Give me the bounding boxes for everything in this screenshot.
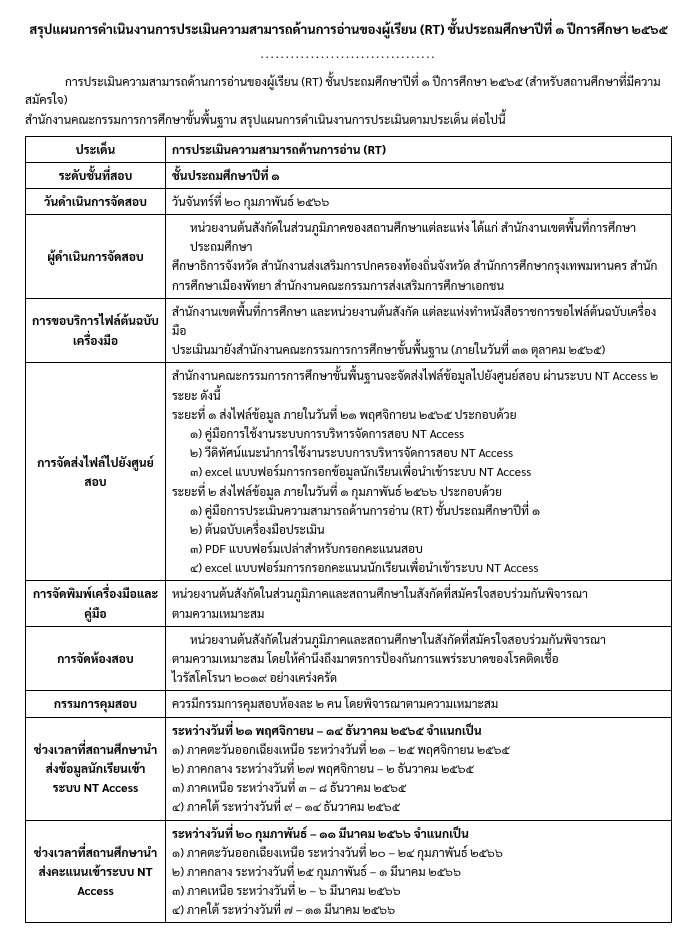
line: ๒) ภาคกลาง ระหว่างวันที่ ๒๕ กุมภาพันธ์ –… xyxy=(172,862,665,881)
line: ๑) ภาคตะวันออกเฉียงเหนือ ระหว่างวันที่ ๒… xyxy=(172,740,665,759)
line: การศึกษาเมืองพัทยา สำนักงานคณะกรรมการส่ง… xyxy=(172,276,665,295)
line: ตามความเหมาะสม โดยให้คำนึงถึงมาตรการป้อง… xyxy=(172,649,665,668)
row-content: ระหว่างวันที่ ๒๐ กุมภาพันธ์ – ๑๑ มีนาคม … xyxy=(166,820,672,923)
line: ๓) PDF แบบฟอร์มเปล่าสำหรับกรอกคะแนนสอบ xyxy=(172,539,665,558)
line: ระหว่างวันที่ ๒๐ กุมภาพันธ์ – ๑๑ มีนาคม … xyxy=(172,824,665,843)
intro-line2: สำนักงานคณะกรรมการการศึกษาขั้นพื้นฐาน สร… xyxy=(25,110,672,128)
row-label: ช่วงเวลาที่สถานศึกษานำส่งข้อมูลนักเรียนเ… xyxy=(26,717,166,820)
row-label: วันดำเนินการจัดสอบ xyxy=(26,188,166,214)
line: ไวรัสโคโรนา ๒๐๑๙ อย่างเคร่งครัด xyxy=(172,668,665,687)
table-row: ช่วงเวลาที่สถานศึกษานำส่งคะแนนเข้าระบบ N… xyxy=(26,820,672,923)
line: ๑) ภาคตะวันออกเฉียงเหนือ ระหว่างวันที่ ๒… xyxy=(172,843,665,862)
row-content: การประเมินความสามารถด้านการอ่าน (RT) xyxy=(166,136,672,162)
line: ระยะที่ ๑ ส่งไฟล์ข้อมูล ภายในวันที่ ๒๑ พ… xyxy=(172,405,665,424)
line: ๓) ภาคเหนือ ระหว่างวันที่ ๒ – ๖ มีนาคม ๒… xyxy=(172,881,665,900)
row-label: การจัดพิมพ์เครื่องมือและคู่มือ xyxy=(26,581,166,626)
line: สำนักงานเขตพื้นที่การศึกษา และหน่วยงานต้… xyxy=(172,302,665,340)
line: หน่วยงานต้นสังกัดในส่วนภูมิภาคและสถานศึก… xyxy=(172,584,665,603)
row-content: วันจันทร์ที่ ๒๐ กุมภาพันธ์ ๒๕๖๖ xyxy=(166,188,672,214)
table-row: วันดำเนินการจัดสอบ วันจันทร์ที่ ๒๐ กุมภา… xyxy=(26,188,672,214)
line: หน่วยงานต้นสังกัดในส่วนภูมิภาคของสถานศึก… xyxy=(172,218,665,256)
line: ๒) วีดิทัศน์แนะนำการใช้งานระบบการบริหารจ… xyxy=(172,443,665,462)
row-label: กรรมการคุมสอบ xyxy=(26,691,166,717)
line: ๒) ภาคกลาง ระหว่างวันที่ ๒๗ พฤศจิกายน – … xyxy=(172,759,665,778)
line: ระยะที่ ๒ ส่งไฟล์ข้อมูล ภายในวันที่ ๑ กุ… xyxy=(172,482,665,501)
row-content: สำนักงานเขตพื้นที่การศึกษา และหน่วยงานต้… xyxy=(166,298,672,363)
table-row: ระดับชั้นที่สอบ ชั้นประถมศึกษาปีที่ ๑ xyxy=(26,162,672,188)
row-content: สำนักงานคณะกรรมการการศึกษาขั้นพื้นฐานจะจ… xyxy=(166,363,672,581)
page-title: สรุปแผนการดำเนินงานการประเมินความสามารถด… xyxy=(25,20,672,40)
intro-line1: การประเมินความสามารถด้านการอ่านของผู้เรี… xyxy=(25,72,672,108)
line: ๔) ภาคใต้ ระหว่างวันที่ ๙ – ๑๔ ธันวาคม ๒… xyxy=(172,797,665,816)
row-label: ช่วงเวลาที่สถานศึกษานำส่งคะแนนเข้าระบบ N… xyxy=(26,820,166,923)
row-label: ผู้ดำเนินการจัดสอบ xyxy=(26,215,166,299)
table-row: การจัดพิมพ์เครื่องมือและคู่มือ หน่วยงานต… xyxy=(26,581,672,626)
row-content: หน่วยงานต้นสังกัดในส่วนภูมิภาคของสถานศึก… xyxy=(166,215,672,299)
row-label: การจัดห้องสอบ xyxy=(26,626,166,691)
row-content: หน่วยงานต้นสังกัดในส่วนภูมิภาคและสถานศึก… xyxy=(166,581,672,626)
line: ศึกษาธิการจังหวัด สำนักงานส่งเสริมการปกค… xyxy=(172,256,665,275)
line: ๑) คู่มือการใช้งานระบบการบริหารจัดการสอบ… xyxy=(172,424,665,443)
line: ๔) excel แบบฟอร์มการกรอกคะแนนนักเรียนเพื… xyxy=(172,558,665,577)
table-row: กรรมการคุมสอบ ควรมีกรรมการคุมสอบห้องละ ๒… xyxy=(26,691,672,717)
line: สำนักงานคณะกรรมการการศึกษาขั้นพื้นฐานจะจ… xyxy=(172,366,665,404)
row-content: ชั้นประถมศึกษาปีที่ ๑ xyxy=(166,162,672,188)
summary-table: ประเด็น การประเมินความสามารถด้านการอ่าน … xyxy=(25,136,672,924)
table-row: การขอบริการไฟล์ต้นฉบับเครื่องมือ สำนักงา… xyxy=(26,298,672,363)
line: ๑) คู่มือการประเมินความสามารถด้านการอ่าน… xyxy=(172,501,665,520)
table-row: การจัดห้องสอบ หน่วยงานต้นสังกัดในส่วนภูม… xyxy=(26,626,672,691)
row-label: การจัดส่งไฟล์ไปยังศูนย์สอบ xyxy=(26,363,166,581)
line: ๓) ภาคเหนือ ระหว่างวันที่ ๓ – ๘ ธันวาคม … xyxy=(172,778,665,797)
table-row: การจัดส่งไฟล์ไปยังศูนย์สอบ สำนักงานคณะกร… xyxy=(26,363,672,581)
line: ๒) ต้นฉบับเครื่องมือประเมิน xyxy=(172,520,665,539)
row-content: หน่วยงานต้นสังกัดในส่วนภูมิภาคและสถานศึก… xyxy=(166,626,672,691)
table-row: ผู้ดำเนินการจัดสอบ หน่วยงานต้นสังกัดในส่… xyxy=(26,215,672,299)
table-row: ช่วงเวลาที่สถานศึกษานำส่งข้อมูลนักเรียนเ… xyxy=(26,717,672,820)
line: หน่วยงานต้นสังกัดในส่วนภูมิภาคและสถานศึก… xyxy=(172,630,665,649)
divider: ................................... xyxy=(25,44,672,62)
row-label: การขอบริการไฟล์ต้นฉบับเครื่องมือ xyxy=(26,298,166,363)
line: ระหว่างวันที่ ๒๑ พฤศจิกายน – ๑๔ ธันวาคม … xyxy=(172,721,665,740)
table-row: ประเด็น การประเมินความสามารถด้านการอ่าน … xyxy=(26,136,672,162)
line: ๓) excel แบบฟอร์มการกรอกข้อมูลนักเรียนเพ… xyxy=(172,462,665,481)
row-label: ประเด็น xyxy=(26,136,166,162)
row-content: ระหว่างวันที่ ๒๑ พฤศจิกายน – ๑๔ ธันวาคม … xyxy=(166,717,672,820)
line: ประเมินมายังสำนักงานคณะกรรมการการศึกษาขั… xyxy=(172,340,665,359)
row-label: ระดับชั้นที่สอบ xyxy=(26,162,166,188)
line: ตามความเหมาะสม xyxy=(172,604,665,623)
line: ๔) ภาคใต้ ระหว่างวันที่ ๗ – ๑๑ มีนาคม ๒๕… xyxy=(172,900,665,919)
row-content: ควรมีกรรมการคุมสอบห้องละ ๒ คน โดยพิจารณา… xyxy=(166,691,672,717)
